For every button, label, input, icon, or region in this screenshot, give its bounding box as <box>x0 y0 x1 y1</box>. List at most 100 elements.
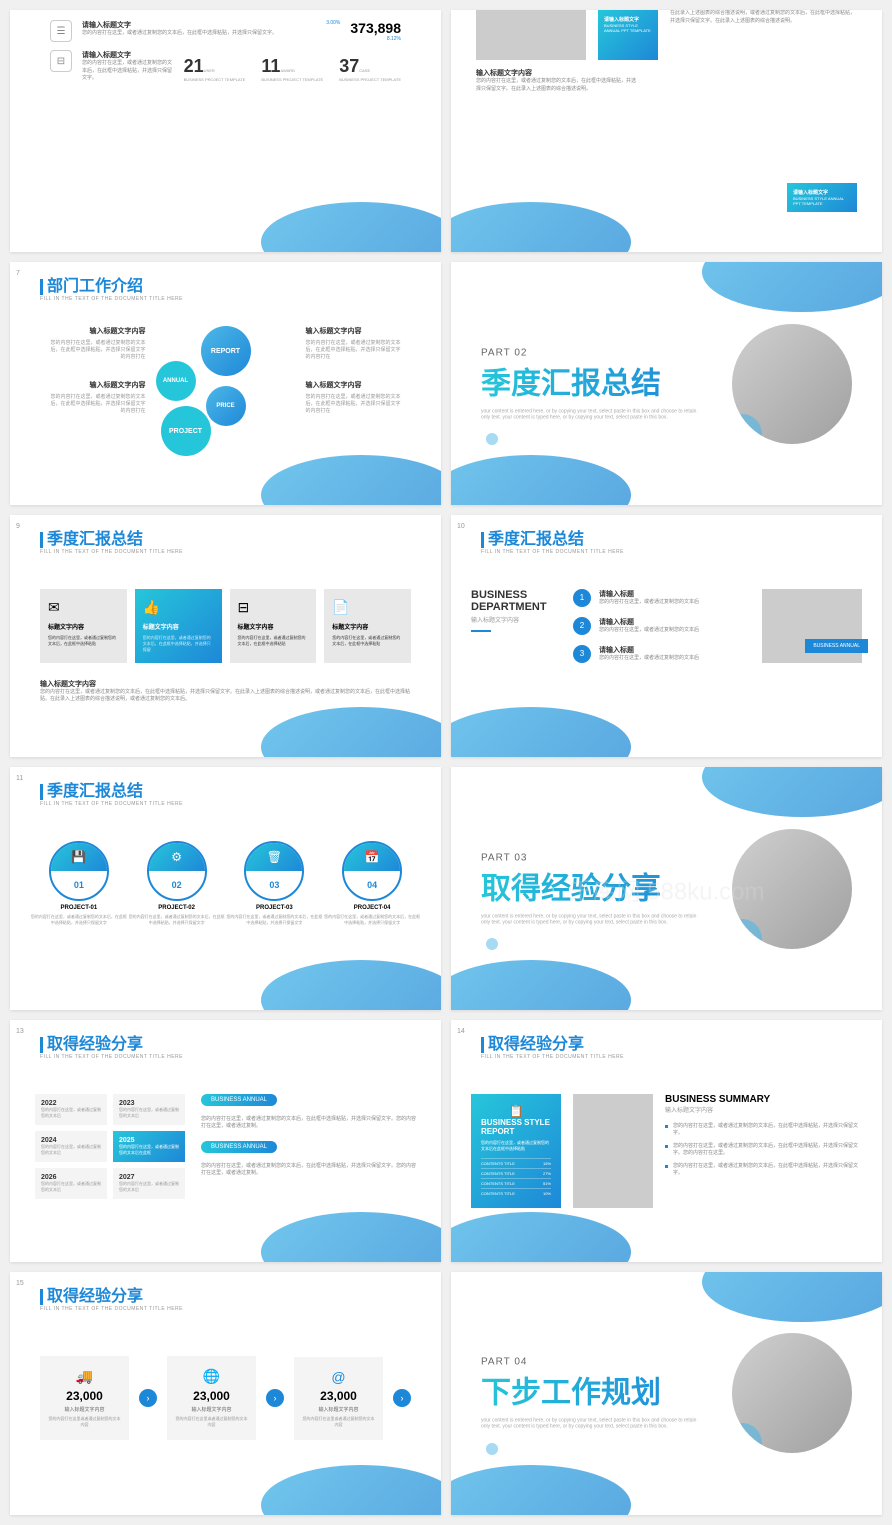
slide-6: 请输入标题文字 BUSINESS STYLE ANNUAL PPT TEMPLA… <box>451 10 882 252</box>
year-card: 2022您的内容打在这里，或者通过复制您的文本后 <box>35 1094 107 1125</box>
bullet: 您的内容打在这里，或者通过复制您的文本后，在此框中选择粘贴，并选择只保留文字。 <box>665 1122 862 1136</box>
num-badge: 1 <box>573 589 591 607</box>
page-num: 10 <box>457 523 465 530</box>
item-t: 输入标题文字内容 <box>50 380 146 390</box>
section-image <box>732 324 852 444</box>
bottom-desc: 您的内容打在这里，或者通过复制您的文本后，在此框中选择粘贴，并选择只保留文字。在… <box>40 689 411 704</box>
box-title: 请输入标题文字 <box>604 16 652 23</box>
truck-icon: 🚚 <box>48 1368 121 1385</box>
year-card-active: 2025您的内容打在这里，或者通过复制您的文本后在此框 <box>113 1131 185 1162</box>
slide-title: 季度汇报总结 <box>47 531 143 548</box>
slide-14: 14 取得经验分享 FILL IN THE TEXT OF THE DOCUME… <box>451 1020 882 1262</box>
card-active: 👍标题文字内容您的内容打在这里，或者通过复制您的文本后，在此框中选择粘贴，并选择… <box>135 589 222 663</box>
part-label: PART 03 <box>481 852 701 863</box>
section-desc: your content is entered here, or by copy… <box>481 913 701 925</box>
report-card: 📋 BUSINESS STYLE REPORT 您的内容打在这里，或者通过复制您… <box>471 1094 561 1208</box>
gear-icon: ⚙ <box>149 843 205 871</box>
metric-card: 🚚23,000输入标题文字内容您的内容打在这里或者通过复制您的文本内容 <box>40 1356 129 1440</box>
pct: 8.12% <box>350 36 401 42</box>
slide-8: PART 02 季度汇报总结 your content is entered h… <box>451 262 882 504</box>
slide-title: 取得经验分享 <box>47 1288 143 1305</box>
arrow-icon: › <box>393 1389 411 1407</box>
card: 📄标题文字内容您的内容打在这里，或者通过复制您的文本后，在此框中选择粘贴 <box>324 589 411 663</box>
title: 输入标题文字内容 <box>476 68 857 78</box>
circle-report: REPORT <box>201 326 251 376</box>
slide-5: ☰ 请输入标题文字 您的内容打在这里，或者通过复制您的文本后，在此框中选择粘贴，… <box>10 10 441 252</box>
image-placeholder <box>476 10 586 60</box>
summary-title: BUSINESS SUMMARY <box>665 1094 862 1105</box>
badge: BUSINESS ANNUAL <box>201 1141 277 1153</box>
db-icon: ⊟ <box>50 50 72 72</box>
stat-n: 21 <box>184 56 204 76</box>
dept-title: BUSINESS DEPARTMENT <box>471 589 561 613</box>
desc: 您的内容打在这里，或者通过复制您的文本后，在此框中选择粘贴，并选择只保留文字。在… <box>476 78 636 93</box>
slide-title: 取得经验分享 <box>488 1036 584 1053</box>
slide-title: 取得经验分享 <box>47 1036 143 1053</box>
section-big-title: 季度汇报总结 <box>481 358 701 402</box>
list-icon: ☰ <box>50 20 72 42</box>
slide-sub: FILL IN THE TEXT OF THE DOCUMENT TITLE H… <box>40 1306 411 1312</box>
slide-13: 13 取得经验分享 FILL IN THE TEXT OF THE DOCUME… <box>10 1020 441 1262</box>
page-num: 7 <box>16 270 20 277</box>
badge: BUSINESS ANNUAL <box>805 639 868 653</box>
slide-10: 10 季度汇报总结 FILL IN THE TEXT OF THE DOCUME… <box>451 515 882 757</box>
page-num: 14 <box>457 1028 465 1035</box>
part-label: PART 02 <box>481 347 701 358</box>
r-title: 请输入标题文字 <box>793 189 851 196</box>
section-big-title: 下步工作规划 <box>481 1368 701 1412</box>
page-num: 15 <box>16 1280 24 1287</box>
row-desc: 您的内容打在这里，或者通过复制您的文本后，在此框中选择粘贴，并选择只保留文字。 <box>82 60 174 83</box>
slide-sub: FILL IN THE TEXT OF THE DOCUMENT TITLE H… <box>481 549 852 555</box>
slide-sub: FILL IN THE TEXT OF THE DOCUMENT TITLE H… <box>40 1054 411 1060</box>
bottom-title: 输入标题文字内容 <box>40 679 411 689</box>
circle-annual: ANNUAL <box>156 361 196 401</box>
box-sub: BUSINESS STYLE ANNUAL PPT TEMPLATE <box>604 23 652 33</box>
circle-project: PROJECT <box>161 406 211 456</box>
db-icon: ⊟ <box>238 599 309 616</box>
year-card: 2027您的内容打在这里，或者通过复制您的文本后 <box>113 1168 185 1199</box>
item-t: 输入标题文字内容 <box>50 326 146 336</box>
pct: 3.00% <box>326 20 340 26</box>
big-num: 373,898 <box>350 20 401 36</box>
section-desc: your content is entered here, or by copy… <box>481 1418 701 1430</box>
save-icon: 💾 <box>51 843 107 871</box>
item-t: 输入标题文字内容 <box>306 326 402 336</box>
summary-sub: 输入标题文字内容 <box>665 1105 862 1114</box>
slide-sub: FILL IN THE TEXT OF THE DOCUMENT TITLE H… <box>40 549 411 555</box>
r-sub: BUSINESS STYLE ANNUAL PPT TEMPLATE <box>793 196 851 206</box>
doc-icon: 📄 <box>332 599 403 616</box>
page-num: 11 <box>16 775 23 782</box>
card: ✉标题文字内容您的内容打在这里，或者通过复制您的文本后，在此框中选择粘贴 <box>40 589 127 663</box>
image-placeholder: BUSINESS ANNUAL <box>762 589 862 663</box>
trash-icon: 🗑 <box>246 843 302 871</box>
badge: BUSINESS ANNUAL <box>201 1094 277 1106</box>
section-big-title: 取得经验分享 <box>481 863 701 907</box>
part-label: PART 04 <box>481 1357 701 1368</box>
row-desc: 您的内容打在这里，或者通过复制您的文本后，在此框中选择粘贴，并选择只保留文字。 <box>82 30 316 38</box>
bullet: 您的内容打在这里，或者通过复制您的文本后，在此框中选择粘贴，并选择只保留文字。 <box>665 1162 862 1176</box>
section-image <box>732 1333 852 1453</box>
at-icon: @ <box>302 1369 375 1385</box>
section-desc: your content is entered here, or by copy… <box>481 408 701 420</box>
section-image <box>732 829 852 949</box>
slide-16: PART 04 下步工作规划 your content is entered h… <box>451 1272 882 1514</box>
mail-icon: ✉ <box>48 599 119 616</box>
page-num: 13 <box>16 1028 24 1035</box>
num-badge: 3 <box>573 645 591 663</box>
slide-title: 季度汇报总结 <box>488 531 584 548</box>
thumb-icon: 👍 <box>143 599 214 616</box>
item-t: 输入标题文字内容 <box>306 380 402 390</box>
globe-icon: 🌐 <box>175 1368 248 1385</box>
slide-15: 15 取得经验分享 FILL IN THE TEXT OF THE DOCUME… <box>10 1272 441 1514</box>
row-title: 请输入标题文字 <box>82 20 316 30</box>
row-title: 请输入标题文字 <box>82 50 174 60</box>
arrow-icon: › <box>139 1389 157 1407</box>
stat-n: 37 <box>339 56 359 76</box>
card: ⊟标题文字内容您的内容打在这里，或者通过复制您的文本后，在此框中选择粘贴 <box>230 589 317 663</box>
slide-sub: FILL IN THE TEXT OF THE DOCUMENT TITLE H… <box>40 296 411 302</box>
dept-sub: 输入标题文字内容 <box>471 615 561 624</box>
year-card: 2026您的内容打在这里，或者通过复制您的文本后 <box>35 1168 107 1199</box>
stat-n: 11 <box>261 56 280 76</box>
year-card: 2024您的内容打在这里，或者通过复制您的文本后 <box>35 1131 107 1162</box>
slide-title: 部门工作介绍 <box>47 278 143 295</box>
